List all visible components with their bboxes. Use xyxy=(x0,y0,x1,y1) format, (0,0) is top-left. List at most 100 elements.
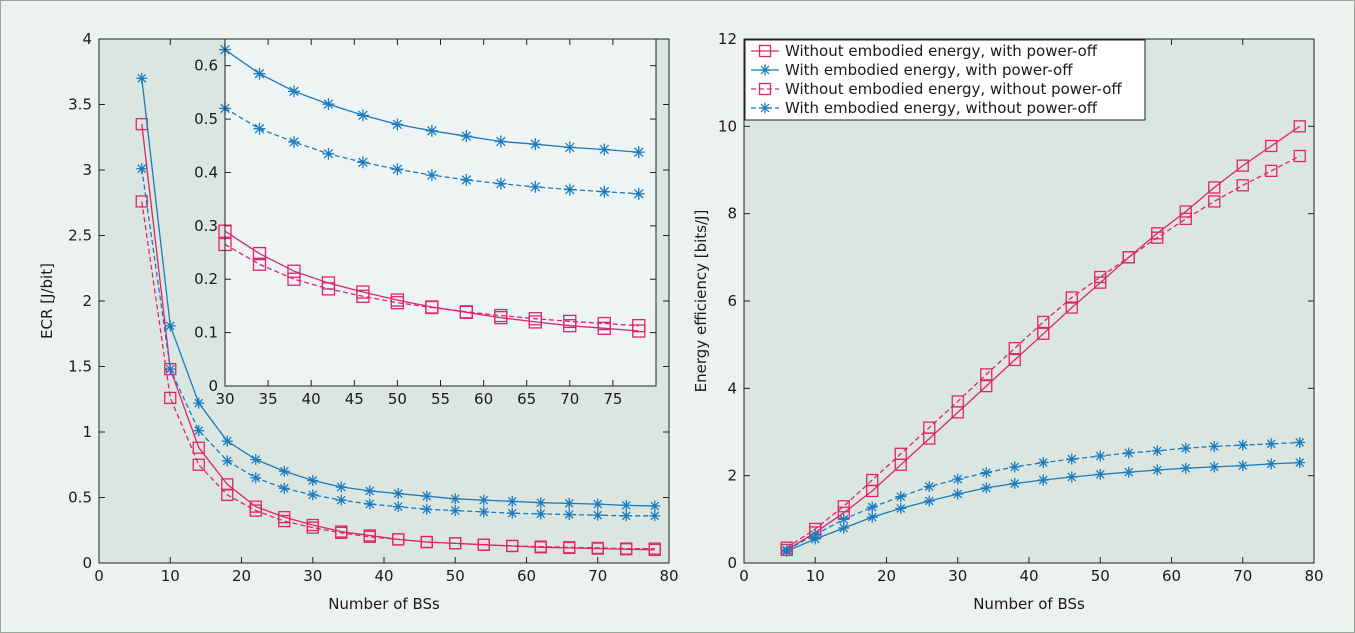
left-series-2-point xyxy=(620,499,632,511)
right-xtick-label: 10 xyxy=(806,567,825,585)
right-xtick-label: 40 xyxy=(1019,567,1038,585)
left-series-1-point xyxy=(591,541,604,555)
left-series-2-point xyxy=(478,494,490,506)
inset-series-0-point xyxy=(322,98,335,111)
left-series-1-point xyxy=(306,521,319,534)
legend-swatch-marker xyxy=(758,82,772,96)
right-series-3-point xyxy=(1094,450,1106,462)
right-ytick-label: 6 xyxy=(727,292,737,310)
inset-series-3-point xyxy=(390,296,405,310)
left-xtick-label: 10 xyxy=(161,567,180,585)
right-ytick-label: 4 xyxy=(727,379,737,397)
right-ytick-label: 8 xyxy=(727,205,737,223)
right-xtick-label: 0 xyxy=(739,567,749,585)
inset-xtick-label: 35 xyxy=(259,390,278,408)
right-series-0-point xyxy=(1008,353,1021,367)
right-series-2-point xyxy=(1037,315,1050,329)
left-xtick-label: 50 xyxy=(446,567,465,585)
left-ylabel: ECR [J/bit] xyxy=(38,263,56,339)
right-series-3-point xyxy=(1037,457,1049,469)
inset-series-0-point xyxy=(598,143,611,156)
right-series-1-point xyxy=(1237,460,1249,472)
right-series-0-point xyxy=(980,379,993,393)
inset-xtick-label: 55 xyxy=(431,390,450,408)
right-series-3-point xyxy=(1066,453,1078,465)
right-series-0-point xyxy=(1179,205,1192,218)
inset-series-1-point xyxy=(322,147,335,160)
inset-axes-box xyxy=(224,38,657,387)
left-series-3-point xyxy=(164,363,176,375)
inset-series-3-point xyxy=(632,319,646,333)
inset-series-3-point xyxy=(425,300,439,315)
right-series-3-point xyxy=(809,529,821,541)
inset-series-0-point xyxy=(356,109,369,122)
right-series-2-point xyxy=(1122,251,1135,264)
right-series-3-point xyxy=(1123,447,1135,459)
left-xtick-label: 30 xyxy=(303,567,322,585)
left-series-2-point xyxy=(164,320,176,332)
right-series-1-point xyxy=(1265,458,1277,470)
left-series-3-point xyxy=(506,507,518,519)
right-series-1-point xyxy=(866,511,878,523)
left-series-3-point xyxy=(592,509,604,521)
left-series-1-point xyxy=(620,542,633,555)
inset-series-0-point xyxy=(287,85,300,98)
left-series-1-point xyxy=(278,514,291,528)
right-series-2-point xyxy=(866,473,879,487)
right-series-1-point xyxy=(1151,464,1163,476)
left-ytick-label: 3 xyxy=(82,161,92,179)
left-series-1-point xyxy=(449,537,462,550)
right-series-0-point xyxy=(1037,327,1050,340)
right-series-3-point xyxy=(1180,442,1192,454)
inset-xtick-label: 30 xyxy=(215,390,234,408)
inset-series-0-point xyxy=(460,130,473,143)
left-series-2-point xyxy=(592,498,604,510)
left-series-2-point xyxy=(335,481,347,493)
left-series-1-point xyxy=(192,458,205,471)
right-series-1-point xyxy=(980,482,992,494)
right-series-3-point xyxy=(781,544,793,556)
right-series-2-point xyxy=(923,421,936,434)
inset-series-1-point xyxy=(391,163,404,176)
left-series-2-point xyxy=(535,497,547,509)
inset-series-0-point xyxy=(391,118,404,131)
inset-series-3-point xyxy=(356,289,370,303)
right-series-2-point xyxy=(1208,195,1221,208)
left-series-1-line xyxy=(141,201,655,550)
right-xtick-label: 80 xyxy=(1304,567,1323,585)
right-series-3-point xyxy=(1294,436,1306,448)
inset-series-1-point xyxy=(494,177,507,190)
right-series-3-point xyxy=(1237,439,1249,451)
left-series-3-point xyxy=(136,163,148,175)
inset-series-0-point xyxy=(632,146,645,159)
right-series-2-point xyxy=(951,395,964,408)
left-series-2-point xyxy=(392,488,404,500)
right-series-1-point xyxy=(1009,478,1021,490)
left-series-3-point xyxy=(563,509,575,521)
left-series-1-point xyxy=(164,391,177,405)
right-series-0-point xyxy=(1208,181,1221,194)
inset-series-0-point xyxy=(494,135,507,148)
left-series-1-point xyxy=(534,540,547,553)
right-series-2-point xyxy=(1236,179,1249,192)
left-series-2-point xyxy=(421,490,433,502)
right-series-3-point xyxy=(952,473,964,485)
right-series-1-point xyxy=(1208,461,1220,473)
right-series-3-point xyxy=(980,467,992,479)
inset-series-1-point xyxy=(460,173,473,186)
left-series-1-point xyxy=(335,526,348,540)
right-series-0-point xyxy=(1265,139,1278,153)
right-series-2-point xyxy=(1094,270,1107,284)
left-series-1-point xyxy=(392,533,405,546)
left-ytick-label: 3.5 xyxy=(68,96,92,114)
right-series-1-point xyxy=(1180,462,1192,474)
left-series-1-point xyxy=(249,504,262,517)
right-ytick-label: 10 xyxy=(718,117,737,135)
right-series-1-point xyxy=(1294,457,1306,469)
legend-swatch-marker xyxy=(758,44,772,58)
right-series-1-point xyxy=(1037,474,1049,486)
left-series-2-point xyxy=(193,397,205,409)
right-ytick-label: 2 xyxy=(727,467,737,485)
right-series-3-point xyxy=(1151,445,1163,457)
